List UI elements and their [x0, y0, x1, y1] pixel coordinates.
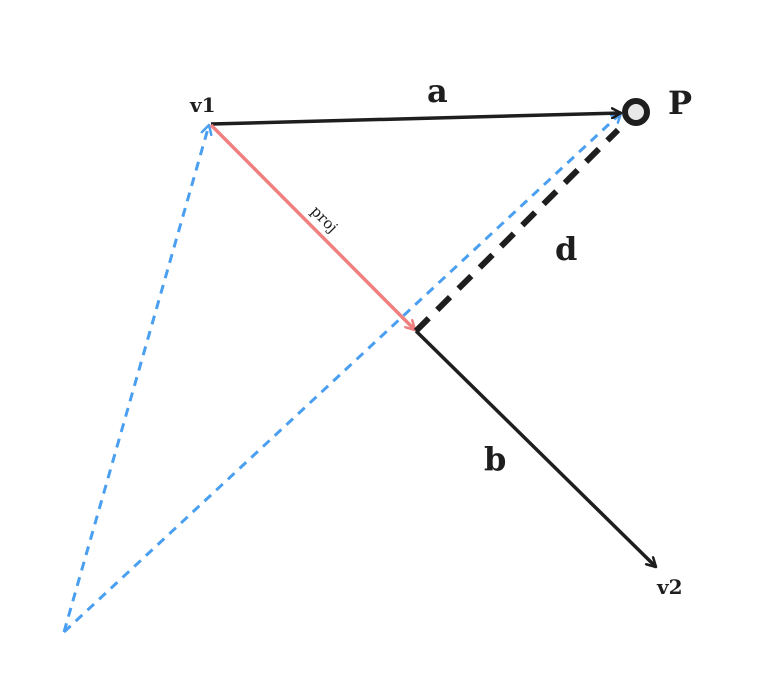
- helper-line-to-v1: [62, 125, 209, 633]
- projection-vector: [209, 123, 415, 330]
- vector-b: [414, 329, 656, 567]
- label-a: a: [427, 72, 448, 110]
- label-v1: v1: [189, 93, 216, 117]
- label-b: b: [484, 440, 506, 478]
- label-v2: v2: [656, 575, 683, 599]
- distance-d-line: [413, 127, 621, 334]
- label-d: d: [555, 230, 577, 268]
- point-p: [622, 98, 650, 126]
- helper-line-to-p: [62, 113, 621, 634]
- label-p: P: [668, 84, 692, 122]
- vector-a: [210, 113, 621, 126]
- label-proj: proj: [307, 202, 341, 236]
